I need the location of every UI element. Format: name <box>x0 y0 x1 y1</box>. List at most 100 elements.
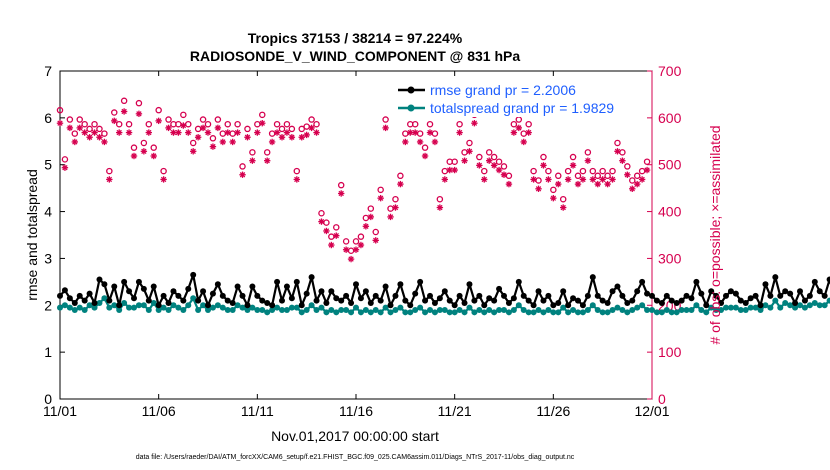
obs-assimilated-point <box>259 120 266 127</box>
x-tick-label: 11/21 <box>438 403 472 419</box>
obs-assimilated-point <box>500 171 508 178</box>
rmse-point <box>333 295 340 302</box>
obs-assimilated-point <box>476 162 483 169</box>
rmse-point <box>658 299 665 306</box>
totalspread-point <box>609 306 616 313</box>
rmse-point <box>441 288 448 295</box>
obs-possible-point <box>155 106 162 114</box>
obs-possible-point <box>372 228 379 236</box>
obs-possible-point <box>387 205 394 212</box>
rmse-point <box>200 288 207 295</box>
rmse-point <box>609 288 616 295</box>
obs-assimilated-point <box>589 176 596 183</box>
totalspread-point <box>515 302 522 309</box>
totalspread-point <box>135 302 142 309</box>
rmse-point <box>106 297 113 304</box>
rmse-point <box>427 292 433 299</box>
obs-possible-point <box>510 120 518 128</box>
obs-assimilated-point <box>574 180 582 188</box>
legend-spread-marker <box>407 104 415 112</box>
rmse-point <box>584 292 591 299</box>
totalspread-point <box>481 309 488 316</box>
totalspread-point <box>757 306 764 313</box>
rmse-point <box>575 297 581 304</box>
rmse-point <box>737 297 744 304</box>
totalspread-point <box>663 306 670 313</box>
totalspread-point <box>298 309 305 316</box>
obs-assimilated-point <box>160 176 167 183</box>
obs-assimilated-point <box>273 129 281 136</box>
obs-assimilated-point <box>382 124 389 132</box>
totalspread-point <box>708 304 715 311</box>
rmse-point <box>673 299 680 306</box>
obs-possible-point <box>397 172 404 180</box>
rmse-point <box>678 297 685 304</box>
totalspread-point <box>801 304 808 311</box>
rmse-point <box>777 292 784 299</box>
rmse-point <box>135 278 142 285</box>
rmse-point <box>634 288 641 295</box>
obs-possible-point <box>244 125 251 133</box>
obs-possible-point <box>145 120 153 128</box>
obs-assimilated-point <box>125 129 133 136</box>
totalspread-point <box>392 306 399 313</box>
obs-assimilated-point <box>224 129 231 136</box>
obs-assimilated-point <box>441 176 448 183</box>
rmse-point <box>732 290 739 297</box>
obs-assimilated-point <box>66 124 74 132</box>
obs-possible-point <box>337 181 345 189</box>
totalspread-point <box>762 302 769 309</box>
rmse-point <box>417 278 424 285</box>
obs-possible-point <box>530 167 537 175</box>
obs-possible-point <box>199 116 207 123</box>
obs-assimilated-point <box>535 185 542 192</box>
rmse-point <box>259 297 266 304</box>
obs-assimilated-point <box>564 176 572 183</box>
obs-assimilated-point <box>377 194 384 202</box>
totalspread-point <box>456 306 463 313</box>
rmse-point <box>165 299 172 306</box>
y-left-tick-label: 0 <box>44 391 52 407</box>
obs-possible-point <box>490 153 498 161</box>
totalspread-point <box>624 309 631 316</box>
totalspread-point <box>229 306 236 313</box>
totalspread-point <box>170 302 177 309</box>
totalspread-point <box>634 304 641 311</box>
totalspread-point <box>693 302 700 309</box>
obs-assimilated-point <box>525 129 532 136</box>
obs-possible-point <box>273 120 281 128</box>
obs-assimilated-point <box>288 134 296 141</box>
totalspread-point <box>446 309 453 316</box>
totalspread-point <box>155 306 162 313</box>
obs-assimilated-point <box>545 176 552 183</box>
rmse-point <box>703 302 710 309</box>
obs-assimilated-point <box>199 124 207 132</box>
totalspread-point <box>550 309 557 316</box>
data-file-footer: data file: /Users/raeder/DAI/ATM_forcXX/… <box>136 454 575 461</box>
obs-assimilated-point <box>392 204 399 211</box>
legend-rmse-label: rmse grand pr = 2.2006 <box>430 82 576 98</box>
y-left-tick-label: 3 <box>44 250 52 266</box>
rmse-point <box>283 283 290 290</box>
rmse-point <box>446 297 453 304</box>
legend: rmse grand pr = 2.2006 totalspread grand… <box>393 79 647 117</box>
totalspread-point <box>535 306 542 313</box>
obs-assimilated-point <box>638 176 646 183</box>
totalspread-point <box>777 304 784 311</box>
rmse-point <box>219 292 226 299</box>
obs-possible-point <box>283 120 291 128</box>
obs-possible-point <box>333 224 340 231</box>
obs-possible-point <box>259 111 266 119</box>
obs-assimilated-point <box>584 157 592 164</box>
obs-possible-point <box>135 99 143 107</box>
obs-assimilated-point <box>490 162 498 169</box>
totalspread-point <box>658 309 665 316</box>
obs-possible-point <box>377 186 384 194</box>
rmse-point <box>86 290 93 297</box>
rmse-point <box>264 299 271 306</box>
totalspread-point <box>264 309 271 316</box>
obs-assimilated-point <box>209 143 217 150</box>
totalspread-point <box>313 306 320 313</box>
rmse-point <box>131 295 137 302</box>
totalspread-point <box>703 309 710 316</box>
